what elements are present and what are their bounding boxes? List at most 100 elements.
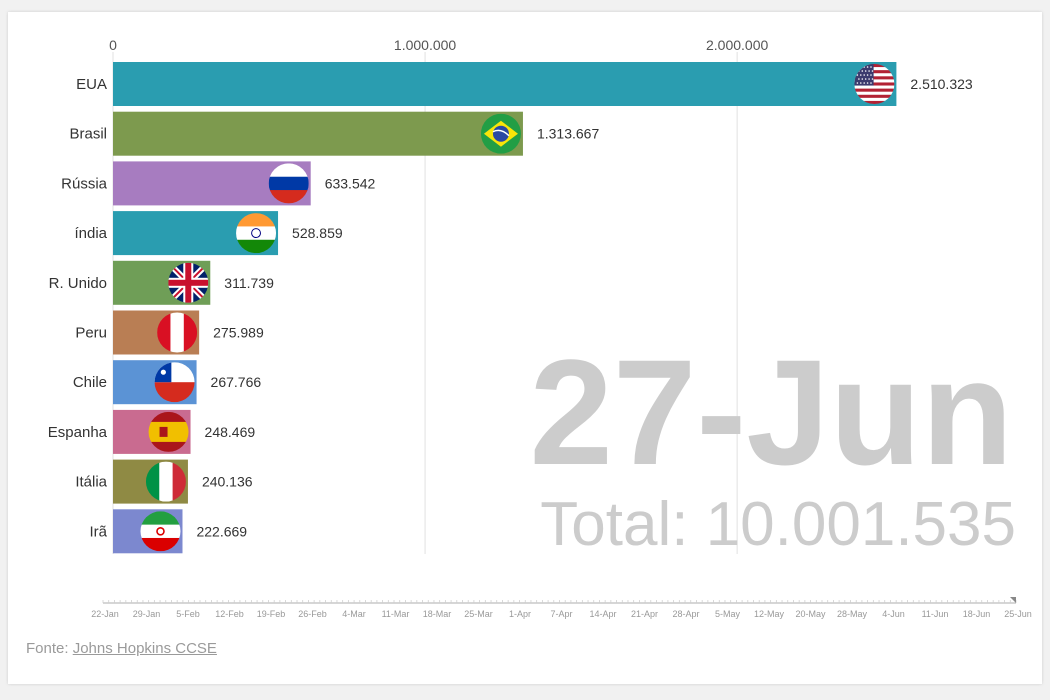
flag-star (870, 82, 872, 84)
flag-star (858, 78, 860, 80)
bar-group: Chile 267.766 (73, 360, 261, 405)
category-label: R. Unido (49, 275, 107, 292)
flag-part (172, 461, 186, 502)
flag-part (154, 382, 195, 403)
timeline-label: 5-May (715, 609, 741, 619)
value-label: 633.542 (325, 175, 376, 191)
flag-part (145, 461, 160, 502)
flag-stripe (854, 79, 895, 83)
india-flag-icon (236, 213, 277, 254)
flag-part (268, 190, 309, 204)
flag-star (864, 78, 867, 80)
flag-part (157, 312, 171, 353)
timeline-label: 25-Mar (464, 609, 493, 619)
source-note: Fonte: Johns Hopkins CCSE (26, 640, 217, 657)
russia-flag-icon (268, 163, 309, 204)
flag-star (868, 78, 870, 80)
chart-card: 0 1.000.000 2.000.000 27-Jun Total: 10.001.5… (8, 12, 1042, 684)
bar-group: Rússia 633.542 (61, 161, 376, 206)
value-label: 528.859 (292, 225, 343, 241)
flag-wheel (251, 228, 261, 239)
category-label: Espanha (48, 424, 108, 441)
flag-star (861, 70, 864, 72)
flag-star (870, 74, 872, 76)
timeline-label: 12-Feb (215, 609, 244, 619)
flag-emblem (156, 526, 165, 536)
flag-part (148, 441, 189, 452)
timeline-label: 26-Feb (298, 609, 327, 619)
timeline-label: 25-Jun (1004, 609, 1032, 619)
timeline-label: 4-Mar (342, 609, 366, 619)
timeline-label: 11-Jun (922, 609, 949, 619)
flag-part (236, 239, 277, 254)
flag-part (268, 163, 309, 178)
value-label: 275.989 (213, 325, 264, 341)
flag-cross (168, 279, 209, 286)
timeline-label: 29-Jan (133, 609, 161, 619)
flag-stripe (854, 67, 895, 71)
flag-band (492, 129, 510, 137)
bar (113, 111, 523, 156)
flag-star (864, 70, 867, 72)
bar-group: Brasil 1.313.667 (69, 111, 599, 156)
flag-star (870, 66, 872, 68)
flag-star (856, 82, 859, 84)
italy-flag-icon (145, 461, 186, 502)
flag-part (148, 421, 189, 443)
flag-globe (492, 125, 509, 142)
bar-group: índia 528.859 (74, 211, 343, 256)
bar (113, 62, 897, 106)
flag-part (148, 411, 189, 423)
timeline-label: 5-Feb (176, 609, 200, 619)
peru-flag-icon (157, 312, 198, 353)
flag-star (859, 74, 862, 76)
flag-stripe (854, 82, 895, 86)
flag-star (861, 78, 864, 80)
category-label: Chile (73, 374, 107, 391)
flag-star (863, 82, 865, 84)
bar-group: Irã 222.669 (89, 509, 247, 554)
timeline-label: 14-Apr (589, 609, 616, 619)
us-flag-icon (854, 64, 895, 104)
flag-part (159, 461, 174, 502)
flag-star (859, 82, 862, 84)
source-link[interactable]: Johns Hopkins CCSE (72, 640, 217, 657)
category-label: EUA (76, 76, 107, 93)
x-tick-label: 0 (109, 37, 117, 53)
timeline-label: 20-May (795, 609, 826, 619)
flag-part (140, 524, 181, 539)
brazil-flag-icon (480, 113, 521, 154)
category-label: Irã (89, 523, 107, 540)
value-label: 1.313.667 (537, 126, 599, 142)
flag-part (236, 213, 277, 227)
timeline-label: 18-Mar (423, 609, 452, 619)
timeline-label: 28-Apr (672, 609, 699, 619)
flag-stripe (854, 64, 895, 68)
flag-star (856, 74, 859, 76)
flag-star (866, 74, 869, 76)
flag-star (160, 369, 166, 375)
flag-part (140, 537, 181, 552)
timeline-label: 4-Jun (882, 609, 905, 619)
date-label: 27-Jun (530, 328, 1013, 496)
x-tick-label: 1.000.000 (394, 37, 456, 53)
flag-stripe (854, 94, 895, 99)
category-label: índia (74, 225, 107, 242)
timeline-label: 12-May (754, 609, 785, 619)
value-label: 248.469 (205, 424, 256, 440)
category-label: Rússia (61, 175, 108, 192)
flag-stripe (854, 97, 895, 102)
spain-flag-icon (148, 411, 189, 452)
bar-group: R. Unido 311.739 (49, 260, 274, 305)
flag-stripe (854, 70, 895, 74)
value-label: 222.669 (196, 523, 247, 539)
flag-star (866, 82, 869, 84)
x-tick-label: 2.000.000 (706, 37, 768, 53)
flag-star (871, 70, 874, 72)
chile-flag-icon (154, 362, 195, 403)
timeline-label: 1-Apr (509, 609, 531, 619)
timeline-label: 11-Mar (382, 609, 410, 619)
timeline-handle[interactable] (1010, 597, 1016, 603)
total-label: Total: 10.001.535 (540, 490, 1016, 559)
